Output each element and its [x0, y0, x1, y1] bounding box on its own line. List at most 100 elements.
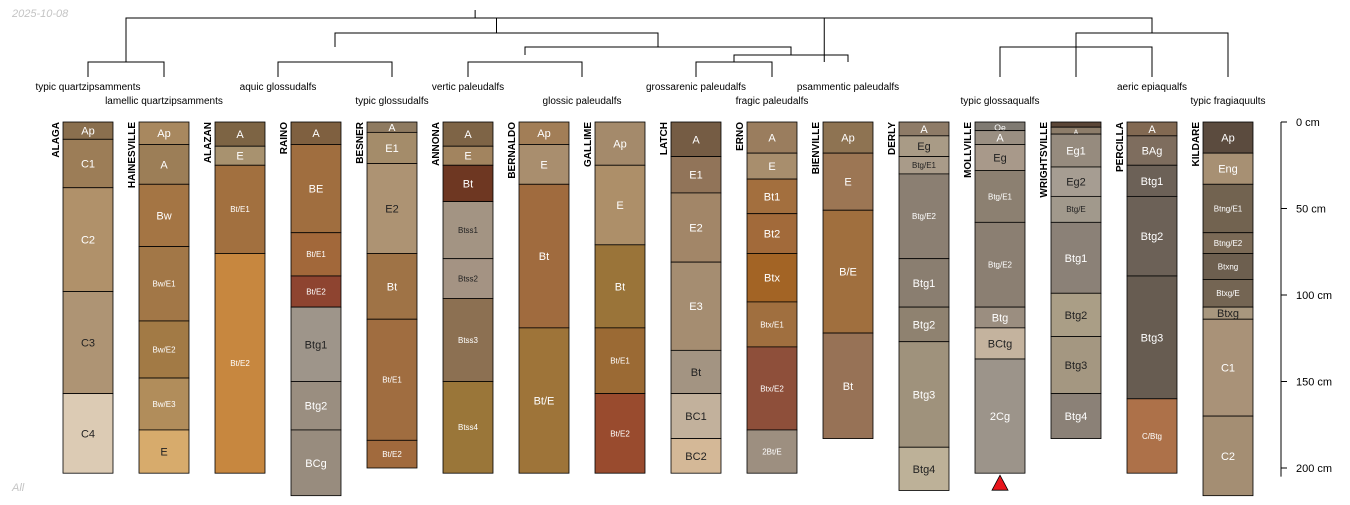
profile-wrightsville: A Eg1 Eg2 Btg/E Btg1 Btg2 Btg3 Btg4 WRIGHTSVILLE [1039, 121, 1102, 439]
horizon-label: Btss2 [458, 274, 479, 283]
profile-name: ERNO [735, 122, 746, 151]
horizon-label: C2 [81, 235, 95, 247]
horizon-kildare-ap [1202, 121, 1254, 154]
horizon-label: Bw/E3 [152, 400, 176, 409]
horizon-wrightsville-btg1 [1050, 221, 1102, 294]
profile-bienville: Ap E B/E Bt BIENVILLE [811, 121, 874, 439]
horizon-label: E3 [689, 301, 702, 313]
horizon-alazan-bt-e2 [214, 253, 266, 474]
profile-percilla: A BAg Btg1 Btg2 Btg3 C/Btg PERCILLA [1115, 121, 1178, 474]
horizon-latch-bc2 [670, 438, 722, 474]
taxon-label-vertic-paleudalfs: vertic paleudalfs [432, 82, 504, 93]
profile-name: HAINESVILLE [127, 122, 138, 188]
horizon-label: Ap [613, 139, 626, 151]
horizon-label: Bt [691, 367, 701, 379]
profile-name: PERCILLA [1115, 122, 1126, 172]
horizon-gallime-bt [594, 244, 646, 329]
profile-derly: A Eg Btg/E1 Btg/E2 Btg1 Btg2 Btg3 Btg4 DERLY [887, 121, 950, 491]
taxon-label-glossic-paleudalfs: glossic paleudalfs [543, 96, 622, 107]
profile-name: ALAGA [51, 122, 62, 158]
horizon-label: A [464, 129, 472, 141]
horizon-alaga-c3 [62, 291, 114, 395]
horizon-label: B/E [839, 267, 857, 279]
horizon-label: E2 [385, 203, 398, 215]
horizon-label: Btg3 [913, 389, 936, 401]
horizon-label: Btg4 [913, 464, 936, 476]
horizon-erno-bt2 [746, 213, 798, 254]
horizon-label: Btg/E2 [912, 212, 937, 221]
taxon-label-typic-glossudalfs: typic glossudalfs [355, 96, 428, 107]
horizon-label: A [692, 134, 700, 146]
horizon-mollville-2cg [974, 358, 1026, 474]
horizon-label: BC1 [685, 411, 706, 423]
horizon-label: Btg1 [913, 278, 936, 290]
horizon-label: Btg4 [1065, 411, 1088, 423]
horizon-label: Btss3 [458, 336, 479, 345]
horizon-annona-a [442, 121, 494, 147]
horizon-label: Bt/E1 [382, 376, 402, 385]
horizon-alazan-bt-e1 [214, 164, 266, 254]
horizon-percilla-c-btg [1126, 398, 1178, 474]
profile-name: BESNER [355, 121, 366, 163]
horizon-kildare-btxg-e [1202, 279, 1254, 308]
horizon-label: Bt/E2 [230, 359, 250, 368]
horizon-derly-btg-e2 [898, 173, 950, 260]
horizon-besner-e2 [366, 163, 418, 254]
horizon-kildare-c1 [1202, 318, 1254, 417]
profile-annona: AE Bt Btss1 Btss2 Btss3 Btss4 ANNONA [431, 121, 494, 474]
horizon-latch-bt [670, 349, 722, 395]
horizon-derly-btg4 [898, 446, 950, 491]
horizon-bienville-b-e [822, 209, 874, 334]
horizon-label: C/Btg [1142, 432, 1162, 441]
profile-name: KILDARE [1191, 122, 1202, 167]
horizon-label: Btxg [1217, 308, 1239, 320]
horizon-label: BAg [1142, 146, 1163, 158]
horizon-derly-btg3 [898, 341, 950, 448]
horizon-annona-btss3 [442, 298, 494, 382]
taxon-labels: typic quartzipsamments lamellic quartzips… [35, 82, 1265, 107]
horizon-label: A [312, 128, 320, 140]
annotations [991, 474, 1009, 491]
horizon-label: Bt [387, 281, 397, 293]
horizon-mollville-eg [974, 144, 1026, 171]
horizon-label: E1 [689, 170, 702, 182]
horizon-label: Bw/E1 [152, 280, 176, 289]
horizon-label: Ap [81, 126, 94, 138]
horizon-label: A [768, 133, 776, 145]
taxon-label-aquic-glossudalfs: aquic glossudalfs [240, 82, 317, 93]
taxon-label-psammentic-paleudalfs: psammentic paleudalfs [797, 82, 899, 93]
horizon-gallime-ap [594, 121, 646, 166]
horizon-raino-bt-e2 [290, 275, 342, 308]
horizon-label: BCtg [988, 338, 1012, 350]
depth-tick-label: 0 cm [1296, 117, 1320, 129]
horizon-label: Btg/E1 [988, 192, 1013, 201]
horizon-label: Ap [537, 128, 550, 140]
horizon-label: Btg1 [1141, 176, 1164, 188]
horizon-label: BC2 [685, 451, 706, 463]
depth-tick-label: 50 cm [1296, 204, 1326, 216]
horizon-label: E [768, 161, 775, 173]
profile-name: BIENVILLE [811, 122, 822, 175]
taxonomy-dendrogram [87, 10, 1229, 77]
horizon-wrightsville-oi [1050, 121, 1102, 128]
horizon-mollville-btg-e2 [974, 221, 1026, 308]
horizon-label: Btg [992, 312, 1009, 324]
horizon-hainesville-a [138, 144, 190, 185]
horizon-label: Btx [764, 273, 780, 285]
horizon-label: A [996, 133, 1004, 145]
horizon-label: C2 [1221, 451, 1235, 463]
horizon-mollville-btg-e1 [974, 170, 1026, 223]
horizon-raino-bcg [290, 429, 342, 497]
horizon-label: Bt/E2 [306, 287, 326, 296]
horizon-label: Bt/E [534, 395, 555, 407]
profile-besner: A E1 E2 Bt Bt/E1 Bt/E2 BESNER [355, 121, 418, 469]
profile-name: DERLY [887, 122, 898, 155]
horizon-label: Btg1 [1065, 253, 1088, 265]
footer-label: All [12, 482, 25, 494]
horizon-latch-a [670, 121, 722, 157]
horizon-hainesville-bw-e1 [138, 246, 190, 322]
horizon-label: Btss1 [458, 226, 479, 235]
profile-gallime: Ap E Bt Bt/E1 Bt/E2 GALLIME [583, 121, 646, 474]
horizon-label: E [616, 200, 623, 212]
